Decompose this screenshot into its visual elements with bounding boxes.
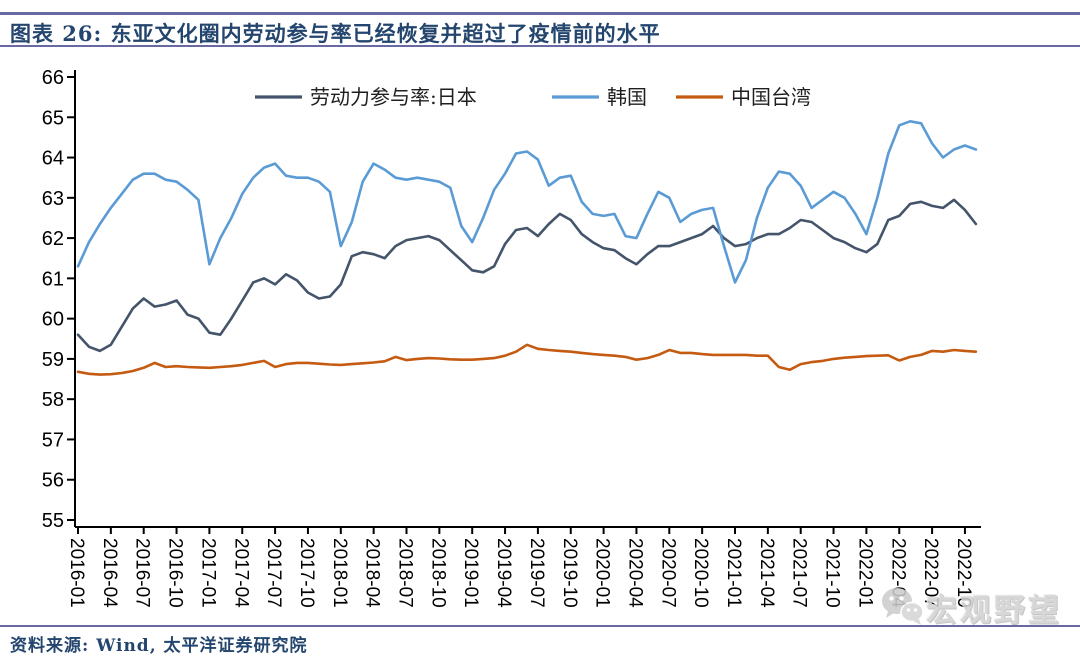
title-divider-rule xyxy=(0,45,1080,47)
taiwan-line xyxy=(76,343,978,376)
legend-item-korea: 韩国 xyxy=(552,85,647,109)
legend-label: 劳动力参与率:日本 xyxy=(310,85,477,109)
x-tick-label: 2016-07 xyxy=(132,538,153,608)
x-tick-label: 2022-04 xyxy=(887,538,908,608)
y-tick-label: 61 xyxy=(42,268,64,290)
x-tick-label: 2022-10 xyxy=(953,538,974,608)
x-tick-label: 2021-07 xyxy=(789,538,810,608)
x-axis-ticks: 2016-01 2016-04 2016-07 2016-10 2017-01 2017-… xyxy=(66,527,974,608)
x-tick-label: 2020-10 xyxy=(690,538,711,608)
x-tick-label: 2016-01 xyxy=(66,538,87,608)
x-tick-label: 2018-01 xyxy=(329,538,350,608)
footer-rule xyxy=(0,625,1080,627)
y-axis-ticks: 55 56 57 58 59 60 61 62 63 64 65 66 xyxy=(42,67,75,532)
x-tick-label: 2021-01 xyxy=(723,538,744,608)
x-tick-label: 2018-10 xyxy=(427,538,448,608)
legend-item-taiwan: 中国台湾 xyxy=(676,85,811,109)
x-tick-label: 2022-07 xyxy=(920,538,941,608)
y-tick-label: 63 xyxy=(42,188,64,210)
legend-label: 韩国 xyxy=(607,85,647,109)
y-tick-label: 56 xyxy=(42,470,64,492)
x-tick-label: 2022-01 xyxy=(854,538,875,608)
korea-line xyxy=(76,120,978,284)
top-rule xyxy=(0,12,1080,15)
y-tick-label: 55 xyxy=(42,510,64,532)
figure-title: 图表 26: 东亚文化圈内劳动参与率已经恢复并超过了疫情前的水平 xyxy=(10,21,661,46)
x-tick-label: 2018-07 xyxy=(395,538,416,608)
legend: 劳动力参与率:日本 韩国 中国台湾 xyxy=(255,85,811,109)
data-source-note: 资料来源: Wind, 太平洋证券研究院 xyxy=(10,636,308,656)
y-tick-label: 66 xyxy=(42,67,64,89)
x-tick-label: 2019-10 xyxy=(559,538,580,608)
x-tick-label: 2021-10 xyxy=(822,538,843,608)
x-tick-label: 2017-04 xyxy=(230,538,251,608)
x-tick-label: 2019-01 xyxy=(460,538,481,608)
x-tick-label: 2019-04 xyxy=(493,538,514,608)
y-tick-label: 58 xyxy=(42,389,64,411)
x-tick-label: 2016-10 xyxy=(165,538,186,608)
x-tick-label: 2019-07 xyxy=(526,538,547,608)
x-tick-label: 2017-01 xyxy=(197,538,218,608)
x-tick-label: 2017-07 xyxy=(263,538,284,608)
y-tick-label: 62 xyxy=(42,228,64,250)
y-tick-label: 59 xyxy=(42,349,64,371)
x-tick-label: 2020-04 xyxy=(624,538,645,608)
x-tick-label: 2020-07 xyxy=(657,538,678,608)
x-tick-label: 2018-04 xyxy=(362,538,383,608)
y-tick-label: 65 xyxy=(42,107,64,129)
y-tick-label: 57 xyxy=(42,429,64,451)
legend-label: 中国台湾 xyxy=(731,85,811,109)
y-tick-label: 60 xyxy=(42,309,64,331)
x-tick-label: 2016-04 xyxy=(99,538,120,608)
legend-item-japan: 劳动力参与率:日本 xyxy=(255,85,477,109)
japan-line xyxy=(76,198,978,353)
x-tick-label: 2021-04 xyxy=(756,538,777,608)
x-tick-label: 2020-01 xyxy=(592,538,613,608)
y-tick-label: 64 xyxy=(42,148,64,170)
axes xyxy=(74,70,981,528)
x-tick-label: 2017-10 xyxy=(296,538,317,608)
